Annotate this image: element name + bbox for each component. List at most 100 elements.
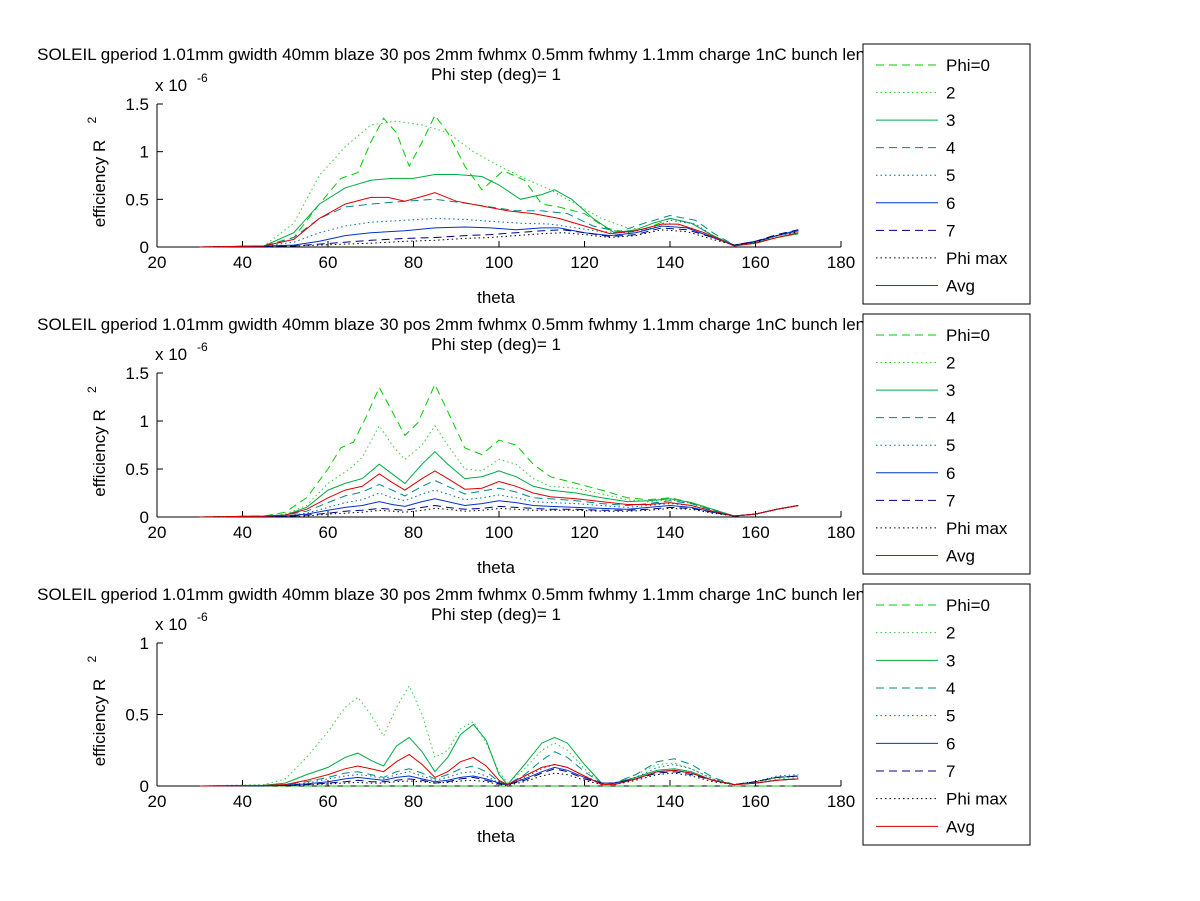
legend-box — [862, 43, 1031, 305]
series-line-7 — [199, 768, 799, 787]
plot-title: SOLEIL gperiod 1.01mm gwidth 40mm blaze … — [37, 45, 921, 64]
x-tick-label: 180 — [827, 792, 855, 811]
legend-label: 7 — [946, 762, 955, 781]
y-tick-label: 1 — [140, 143, 149, 162]
legend-label: Phi max — [946, 249, 1008, 268]
x-tick-label: 140 — [656, 523, 684, 542]
legend-box — [862, 313, 1031, 575]
legend-label: 2 — [946, 624, 955, 643]
legend-label: Avg — [946, 817, 975, 836]
series-line-7 — [199, 504, 799, 518]
y-exponent-label: x 10 — [155, 76, 187, 95]
x-tick-label: 20 — [148, 792, 167, 811]
y-tick-label: 1 — [140, 634, 149, 653]
x-tick-label: 40 — [233, 523, 252, 542]
legend-label: 4 — [946, 679, 955, 698]
series-line-4 — [199, 479, 799, 518]
y-axis-label-group: efficiency R 2 — [85, 386, 109, 497]
legend-label: Avg — [946, 276, 975, 295]
x-tick-label: 60 — [319, 523, 338, 542]
legend-label: 5 — [946, 436, 955, 455]
y-axis-label: efficiency R — [90, 409, 109, 497]
x-tick-label: 140 — [656, 792, 684, 811]
x-tick-label: 180 — [827, 523, 855, 542]
y-axis-label: efficiency R — [90, 140, 109, 228]
legend-label: Avg — [946, 546, 975, 565]
legend: Phi=0 2 3 4 5 6 7 Phi max Avg — [862, 313, 1031, 575]
subplot-3: SOLEIL gperiod 1.01mm gwidth 40mm blaze … — [37, 583, 1031, 846]
y-exponent-label: x 10 — [155, 615, 187, 634]
y-exponent-power: -6 — [197, 71, 208, 85]
legend-label: 5 — [946, 707, 955, 726]
x-tick-label: 180 — [827, 253, 855, 272]
x-tick-label: 40 — [233, 253, 252, 272]
y-exponent-power: -6 — [197, 340, 208, 354]
series-line-9 — [199, 753, 799, 787]
y-tick-label: 1 — [140, 412, 149, 431]
plot-subtitle: Phi step (deg)= 1 — [431, 605, 561, 624]
series-line-4 — [199, 198, 799, 248]
series-line-1 — [199, 114, 799, 248]
y-tick-label: 0 — [140, 238, 149, 257]
y-tick-label: 0 — [140, 508, 149, 527]
x-tick-label: 100 — [485, 792, 513, 811]
legend-label: 3 — [946, 651, 955, 670]
x-tick-label: 60 — [319, 792, 338, 811]
y-axis-label-group: efficiency R 2 — [85, 656, 109, 767]
legend-label: Phi=0 — [946, 56, 990, 75]
legend-label: 2 — [946, 84, 955, 103]
legend: Phi=0 2 3 4 5 6 7 Phi max Avg — [862, 43, 1031, 305]
legend-label: 7 — [946, 491, 955, 510]
legend-label: 5 — [946, 166, 955, 185]
x-tick-label: 80 — [404, 253, 423, 272]
x-tick-label: 100 — [485, 253, 513, 272]
legend-label: 2 — [946, 354, 955, 373]
y-tick-label: 0 — [140, 777, 149, 796]
legend-label: 6 — [946, 734, 955, 753]
x-tick-label: 80 — [404, 792, 423, 811]
subplot-2: SOLEIL gperiod 1.01mm gwidth 40mm blaze … — [37, 313, 1031, 577]
x-tick-label: 120 — [570, 253, 598, 272]
y-tick-label: 0.5 — [125, 706, 149, 725]
series-line-6 — [199, 498, 799, 518]
series-line-3 — [199, 723, 799, 787]
plot-title: SOLEIL gperiod 1.01mm gwidth 40mm blaze … — [37, 315, 921, 334]
x-tick-label: 160 — [741, 792, 769, 811]
x-axis-label: theta — [477, 827, 515, 846]
legend: Phi=0 2 3 4 5 6 7 Phi max Avg — [862, 583, 1031, 846]
x-tick-label: 40 — [233, 792, 252, 811]
legend-label: 4 — [946, 409, 955, 428]
y-tick-label: 0.5 — [125, 190, 149, 209]
y-axis-label-sup: 2 — [85, 117, 99, 124]
legend-label: Phi max — [946, 790, 1008, 809]
x-tick-label: 160 — [741, 253, 769, 272]
y-axis-label: efficiency R — [90, 679, 109, 767]
x-axis-label: theta — [477, 558, 515, 577]
plot-subtitle: Phi step (deg)= 1 — [431, 335, 561, 354]
legend-label: Phi max — [946, 519, 1008, 538]
plot-subtitle: Phi step (deg)= 1 — [431, 65, 561, 84]
x-tick-label: 160 — [741, 523, 769, 542]
legend-label: 3 — [946, 111, 955, 130]
y-axis-label-group: efficiency R 2 — [85, 117, 109, 228]
y-exponent-label: x 10 — [155, 345, 187, 364]
y-tick-label: 0.5 — [125, 460, 149, 479]
legend-label: 4 — [946, 139, 955, 158]
legend-label: 7 — [946, 221, 955, 240]
x-tick-label: 120 — [570, 792, 598, 811]
x-tick-label: 80 — [404, 523, 423, 542]
series-line-9 — [199, 470, 799, 518]
series-line-8 — [199, 505, 799, 518]
x-tick-label: 60 — [319, 253, 338, 272]
legend-box — [862, 583, 1031, 846]
y-tick-label: 1.5 — [125, 364, 149, 383]
subplot-1: SOLEIL gperiod 1.01mm gwidth 40mm blaze … — [37, 43, 1031, 307]
legend-label: 6 — [946, 194, 955, 213]
series-line-9 — [199, 192, 799, 248]
plot-title: SOLEIL gperiod 1.01mm gwidth 40mm blaze … — [37, 585, 921, 604]
series-line-6 — [199, 766, 799, 787]
y-axis-label-sup: 2 — [85, 656, 99, 663]
series-line-3 — [199, 451, 799, 518]
series-line-8 — [199, 229, 799, 248]
